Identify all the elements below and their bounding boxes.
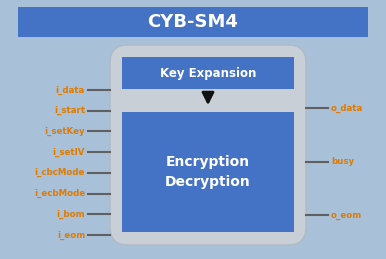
Text: i_setKey: i_setKey [44,127,85,136]
Text: i_ecbMode: i_ecbMode [34,189,85,198]
Text: Encryption
Decryption: Encryption Decryption [165,155,251,189]
FancyBboxPatch shape [18,7,368,37]
FancyBboxPatch shape [122,112,294,232]
Text: i_setIV: i_setIV [52,148,85,157]
Text: Key Expansion: Key Expansion [160,67,256,80]
Text: i_cbcMode: i_cbcMode [35,168,85,177]
Text: o_eom: o_eom [331,211,362,219]
FancyBboxPatch shape [110,45,306,245]
Text: i_data: i_data [56,85,85,95]
Text: i_eom: i_eom [57,231,85,240]
Text: busy: busy [331,157,354,167]
FancyBboxPatch shape [122,57,294,89]
Text: i_bom: i_bom [56,210,85,219]
Text: i_start: i_start [54,106,85,115]
Text: CYB-SM4: CYB-SM4 [147,13,239,31]
Text: o_data: o_data [331,103,363,113]
